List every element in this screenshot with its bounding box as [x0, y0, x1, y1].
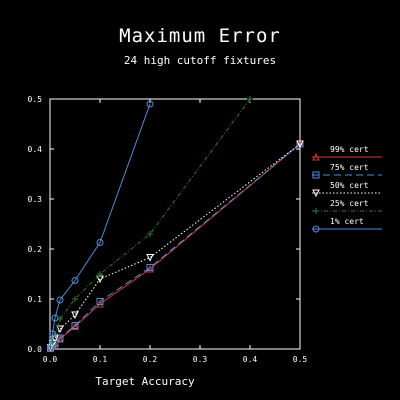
x-tick-label: 0.1 — [93, 355, 108, 364]
series-4 — [47, 100, 154, 350]
data-point — [71, 322, 79, 330]
legend-marker — [312, 225, 320, 233]
data-point — [296, 140, 304, 149]
series-2 — [46, 140, 304, 352]
data-point — [97, 271, 103, 277]
legend-label: 50% cert — [330, 181, 369, 190]
legend-label: 99% cert — [330, 145, 369, 154]
data-point — [146, 254, 154, 262]
series-line — [50, 103, 151, 347]
x-axis-label: Target Accuracy — [95, 375, 195, 388]
data-point — [146, 100, 154, 108]
data-point — [47, 343, 54, 350]
legend-entry: 75% cert — [312, 163, 382, 179]
data-point — [49, 330, 56, 338]
y-tick-label: 0.2 — [28, 245, 43, 254]
x-tick-label: 0.3 — [193, 355, 208, 364]
legend-label: 75% cert — [330, 163, 369, 172]
series-line — [50, 143, 301, 348]
legend-marker — [312, 171, 320, 179]
series-line — [50, 98, 251, 348]
legend-label: 25% cert — [330, 199, 369, 208]
series-layer — [46, 96, 304, 352]
data-point — [72, 296, 78, 302]
data-point — [247, 96, 253, 102]
legend-entry: 25% cert — [312, 199, 382, 214]
series-line — [50, 143, 301, 349]
axes: 0.0 0.1 0.2 0.3 0.4 0.5 0.0 0.1 0.2 0.3 0.4 0.5 — [28, 95, 308, 364]
chart-subtitle: 24 high cutoff fixtures — [124, 54, 276, 67]
data-point — [96, 239, 104, 246]
data-point — [71, 322, 79, 329]
x-tick-label: 0.0 — [43, 355, 58, 364]
data-point — [71, 311, 79, 320]
y-tick-label: 0.1 — [28, 295, 43, 304]
y-tick-label: 0.4 — [28, 145, 43, 154]
legend-label: 1% cert — [330, 217, 364, 226]
data-point — [49, 338, 56, 345]
legend-marker — [312, 189, 320, 198]
legend-entry: 50% cert — [312, 181, 382, 198]
plot-frame — [49, 98, 301, 350]
series-3 — [47, 96, 253, 350]
data-point — [56, 296, 64, 304]
x-tick-label: 0.2 — [143, 355, 158, 364]
y-tick-label: 0.0 — [28, 345, 43, 354]
data-point — [51, 314, 59, 322]
data-point — [147, 231, 153, 237]
y-tick-label: 0.3 — [28, 195, 43, 204]
y-tick-label: 0.5 — [28, 95, 43, 104]
x-tick-label: 0.4 — [243, 355, 258, 364]
x-tick-label: 0.5 — [293, 355, 308, 364]
legend-entry: 1% cert — [312, 217, 382, 233]
legend-marker — [312, 152, 320, 161]
data-point — [146, 264, 154, 271]
series-1 — [47, 140, 304, 352]
legend: 99% cert 75% cert 50% cert 25% cert 1% cert — [312, 145, 382, 233]
legend-marker — [313, 208, 319, 214]
data-point — [71, 277, 79, 284]
data-point — [96, 298, 104, 305]
chart-title: Maximum Error — [119, 25, 281, 47]
legend-entry: 99% cert — [312, 145, 382, 161]
data-point — [56, 325, 64, 334]
